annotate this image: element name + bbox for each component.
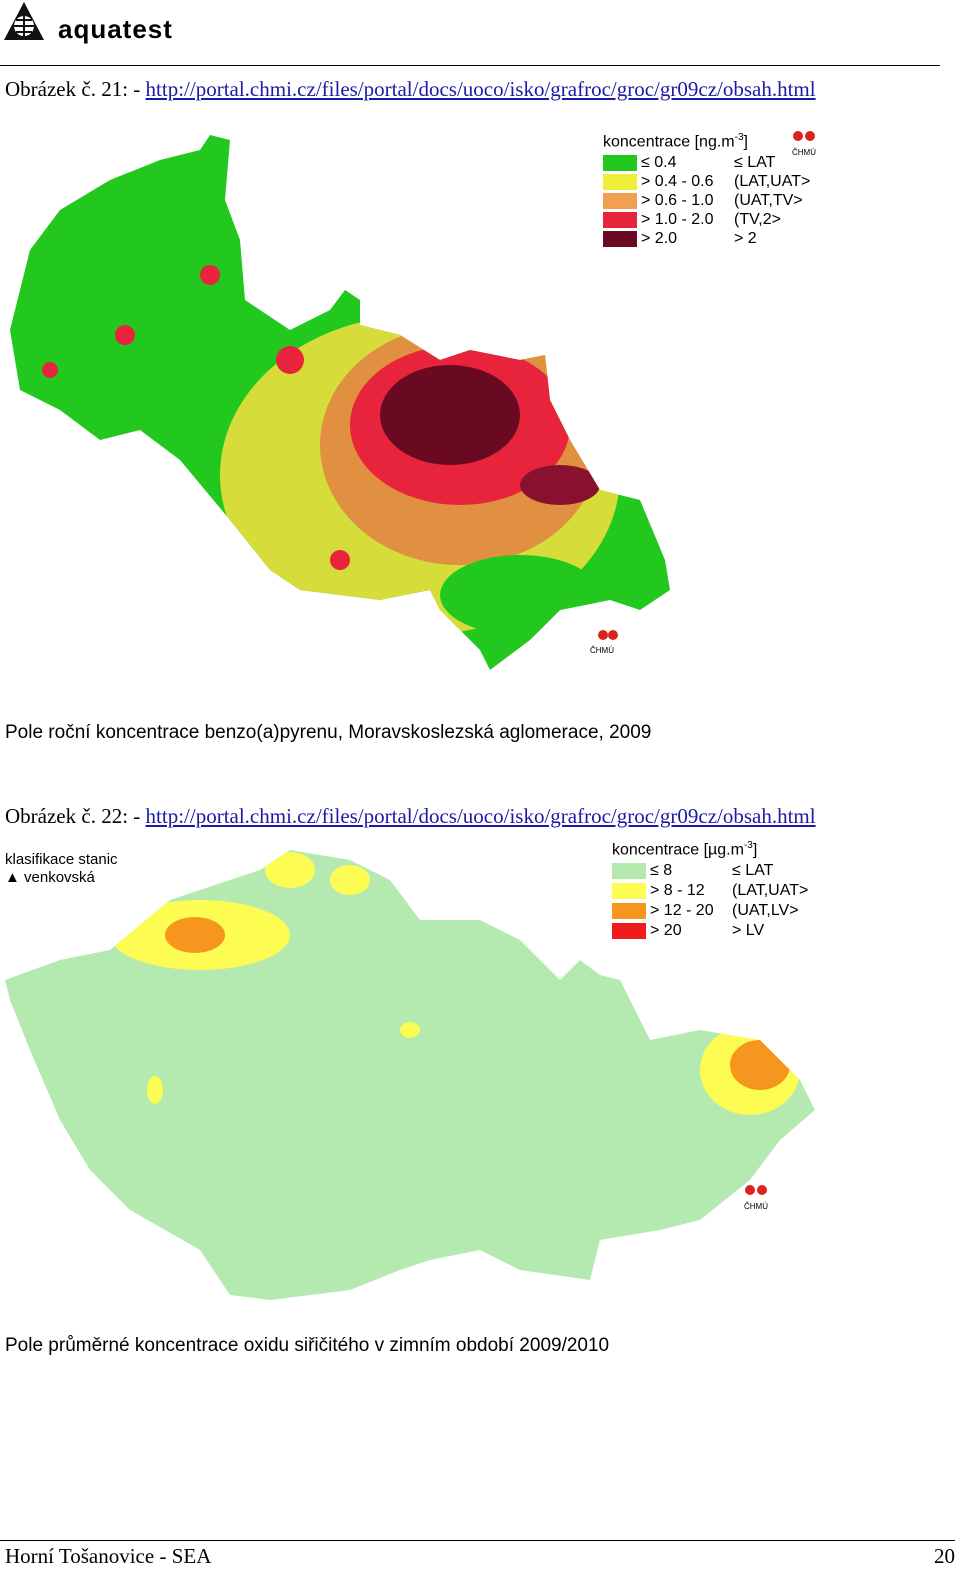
link[interactable]: http://portal.chmi.cz/files/portal/docs/… [145,804,816,828]
legend-swatch [612,903,646,919]
legend-title-end: ] [743,133,748,151]
figure-caption-prefix: Obrázek č. 22: - http://portal.chmi.cz/f… [5,804,816,829]
station-class: ▲ venkovská [5,869,95,886]
legend-label: > 0.4 - 0.6 [641,173,714,190]
legend-class: (LAT,UAT> [734,173,811,190]
legend-swatch [603,174,637,190]
legend-swatch [603,155,637,171]
chmu-logo-text: ČHMÚ [792,148,816,157]
legend-label: > 20 [650,922,682,939]
legend-class: (UAT,LV> [732,902,799,919]
legend-title: koncentrace [µg.m-3] [612,840,757,859]
caption-prefix: Obrázek č. 22: - [5,804,146,828]
chmu-logo-text: ČHMÚ [590,646,614,655]
footer-text: Horní Tošanovice - SEA [5,1544,212,1568]
logo-text: aquatest [58,14,173,44]
chmu-logo: ČHMÚ [744,1185,768,1211]
legend-label: > 0.6 - 1.0 [641,192,714,209]
legend-label: > 2.0 [641,230,678,247]
chmu-logo-text: ČHMÚ [744,1202,768,1211]
legend-swatch [612,923,646,939]
map-moravia: ČHMÚ [10,135,670,670]
legend-title-text: koncentrace [ng.m [603,133,735,151]
map-caption: Pole roční koncentrace benzo(a)pyrenu, M… [5,722,652,743]
legend-label: > 1.0 - 2.0 [641,211,714,228]
legend-swatch [603,231,637,247]
logo-icon [4,2,44,40]
legend-title-text: koncentrace [µg.m [612,841,744,859]
legend-swatch [612,863,646,879]
legend-label: > 12 - 20 [650,902,714,919]
legend-title: koncentrace [ng.m-3] [603,132,748,151]
legend-title-sup: -3 [734,132,744,143]
link[interactable]: http://portal.chmi.cz/files/portal/docs/… [145,77,816,101]
legend-class: > 2 [734,230,757,247]
figure-caption-prefix: Obrázek č. 21: - http://portal.chmi.cz/f… [5,77,816,102]
footer-rule [0,1540,955,1541]
legend-swatch [603,212,637,228]
triangle-icon: ▲ [5,869,20,886]
legend-class: (TV,2> [734,211,781,228]
legend-label: ≤ 0.4 [641,154,677,171]
legend: koncentrace [µg.m-3] ≤ 8 ≤ LAT > 8 - 12 (LAT… [612,840,832,940]
map-caption: Pole průměrné koncentrace oxidu siřičité… [5,1335,610,1356]
legend-label: > 8 - 12 [650,882,705,899]
station-title: klasifikace stanic [5,851,118,868]
legend: koncentrace [ng.m-3] ≤ 0.4 ≤ LAT > 0.4 - 0.… [603,132,833,252]
legend-class: ≤ LAT [732,862,774,879]
legend-swatch [603,193,637,209]
caption-prefix: Obrázek č. 21: - [5,77,146,101]
chmu-logo: ČHMÚ [792,131,816,157]
header-rule [0,65,940,66]
legend-class: > LV [732,922,765,939]
legend-label: ≤ 8 [650,862,673,879]
map-czechia [5,850,815,1300]
legend-class: (LAT,UAT> [732,882,809,899]
page-number: 20 [934,1544,955,1568]
legend-class: ≤ LAT [734,154,776,171]
legend-title-sup: -3 [743,840,753,851]
legend-swatch [612,883,646,899]
legend-class: (UAT,TV> [734,192,803,209]
station-class-label: venkovská [24,869,95,886]
legend-title-end: ] [752,841,758,859]
